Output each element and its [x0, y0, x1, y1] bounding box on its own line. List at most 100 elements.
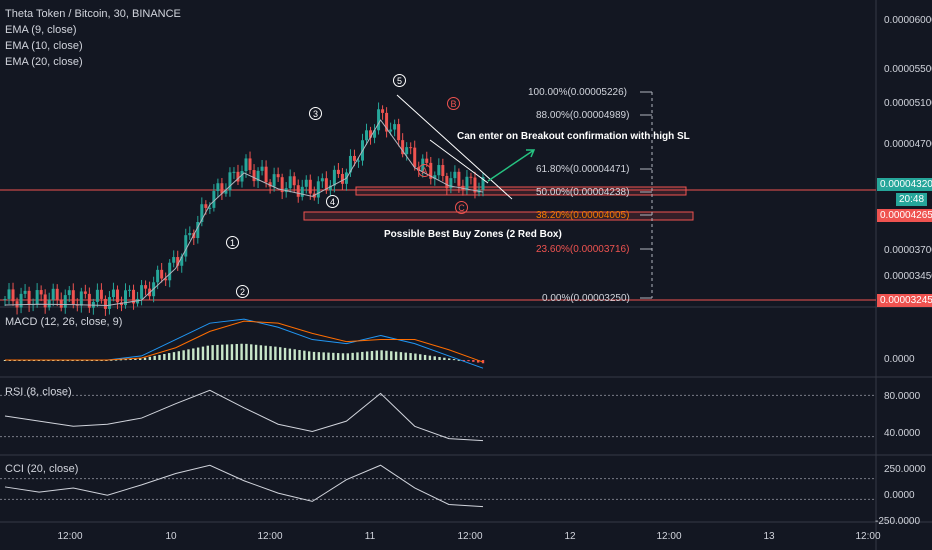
candle-body	[272, 174, 276, 187]
macd-histogram-bar	[414, 353, 417, 360]
macd-histogram-bar	[452, 359, 456, 361]
wave-label-1[interactable]: 1	[226, 236, 239, 249]
fib-level-23-6[interactable]: 23.60%(0.00003716)	[536, 244, 629, 255]
candle-body	[445, 176, 449, 189]
study-ema9[interactable]: EMA (9, close)	[5, 24, 77, 36]
candle-body	[128, 289, 132, 291]
price-tick: 0.00005500	[884, 64, 932, 75]
macd-histogram-bar	[196, 347, 200, 360]
candle-body	[256, 170, 260, 182]
macd-histogram-bar	[293, 349, 296, 360]
candle-body	[71, 290, 75, 305]
macd-histogram-bar	[380, 350, 383, 360]
fib-level-label: 61.80%(0.00004471)	[536, 164, 630, 175]
candle-body	[43, 294, 47, 308]
wave-label-b[interactable]: B	[447, 97, 460, 110]
candle-body	[196, 222, 200, 239]
breakout-annotation[interactable]: Can enter on Breakout confirmation with …	[457, 131, 690, 142]
candle-body	[465, 176, 469, 191]
fib-level-label: 100.00%(0.00005226)	[528, 87, 627, 98]
candle-body	[401, 140, 405, 155]
candle-body	[252, 170, 256, 182]
time-tick: 13	[763, 531, 775, 542]
macd-histogram-bar	[467, 360, 470, 362]
rsi-pane-title[interactable]: RSI (8, close)	[5, 386, 72, 398]
macd-histogram-bar	[129, 358, 132, 360]
candle-body	[469, 176, 473, 178]
candle-body	[449, 178, 453, 189]
macd-histogram-bar	[385, 350, 388, 360]
fib-level-100[interactable]: 100.00%(0.00005226)	[528, 87, 627, 98]
candle-body	[481, 177, 485, 190]
candle-body	[55, 288, 59, 300]
macd-histogram-bar	[419, 354, 422, 360]
time-tick: 10	[165, 531, 177, 542]
wave-label-4[interactable]: 4	[326, 195, 339, 208]
macd-histogram-bar	[110, 359, 113, 361]
candle-body	[35, 290, 39, 305]
bar-countdown-badge: 20:48	[896, 193, 928, 206]
fib-level-38-2[interactable]: 38.20%(0.00004005)	[536, 210, 629, 221]
macd-histogram-bar	[172, 352, 176, 360]
candle-body	[63, 295, 67, 308]
wave-label-2[interactable]: 2	[236, 285, 249, 298]
macd-histogram-bar	[230, 344, 234, 360]
fib-level-88[interactable]: 88.00%(0.00004989)	[536, 110, 629, 121]
cci-pane-title[interactable]: CCI (20, close)	[5, 463, 79, 475]
wave-label-c[interactable]: C	[455, 201, 468, 214]
price-tick: 0.00006000	[884, 15, 932, 26]
macd-histogram-bar	[138, 358, 142, 360]
candle-body	[115, 289, 119, 303]
macd-histogram-bar	[221, 344, 224, 360]
wave-label-5[interactable]: 5	[393, 74, 406, 87]
candle-body	[336, 169, 340, 174]
candle-body	[365, 130, 369, 141]
candle-body	[107, 297, 111, 309]
macd-histogram-bar	[163, 354, 166, 360]
candle-body	[340, 173, 344, 184]
macd-histogram-bar	[240, 343, 243, 360]
macd-histogram-bar	[143, 357, 147, 360]
macd-histogram-bar	[274, 346, 277, 360]
candle-body	[397, 124, 401, 141]
candle-body	[264, 166, 268, 183]
macd-histogram-bar	[433, 356, 436, 360]
macd-histogram-bar	[346, 353, 350, 360]
wave-label-a[interactable]: A	[418, 164, 431, 177]
candle-body	[79, 291, 83, 306]
macd-histogram-bar	[423, 354, 427, 360]
candle-body	[124, 290, 128, 306]
candle-body	[260, 166, 264, 171]
study-ema20[interactable]: EMA (20, close)	[5, 56, 83, 68]
price-tick: 0.00004700	[884, 139, 932, 150]
wave-label-3[interactable]: 3	[309, 107, 322, 120]
last-price-badge: 0.00004320	[877, 178, 932, 191]
macd-histogram-bar	[134, 358, 137, 360]
macd-histogram-bar	[472, 360, 475, 362]
fib-level-label: 50.00%(0.00004238)	[536, 187, 630, 198]
candle-body	[228, 172, 232, 191]
macd-histogram-bar	[370, 351, 374, 360]
buy-zones-annotation[interactable]: Possible Best Buy Zones (2 Red Box)	[384, 229, 562, 240]
fib-level-label: 0.00%(0.00003250)	[542, 293, 630, 304]
macd-histogram-bar	[269, 346, 272, 360]
candle-body	[208, 207, 212, 209]
study-ema10[interactable]: EMA (10, close)	[5, 40, 83, 52]
macd-histogram-bar	[351, 352, 354, 360]
candle-body	[39, 290, 43, 295]
macd-histogram-bar	[375, 350, 378, 360]
candle-body	[144, 285, 148, 289]
candle-body	[308, 179, 312, 194]
candle-body	[172, 257, 176, 263]
macd-histogram-bar	[245, 343, 248, 360]
fib-level-0[interactable]: 0.00%(0.00003250)	[542, 293, 630, 304]
macd-histogram-bar	[182, 350, 185, 360]
fib-level-50[interactable]: 50.00%(0.00004238)	[536, 187, 629, 198]
macd-histogram-bar	[187, 349, 190, 360]
fib-level-61-8[interactable]: 61.80%(0.00004471)	[536, 164, 629, 175]
macd-histogram-bar	[279, 347, 282, 360]
macd-pane-title[interactable]: MACD (12, 26, close, 9)	[5, 316, 123, 328]
alert-price-badge: 0.00004265	[877, 209, 932, 222]
candle-body	[473, 177, 477, 193]
